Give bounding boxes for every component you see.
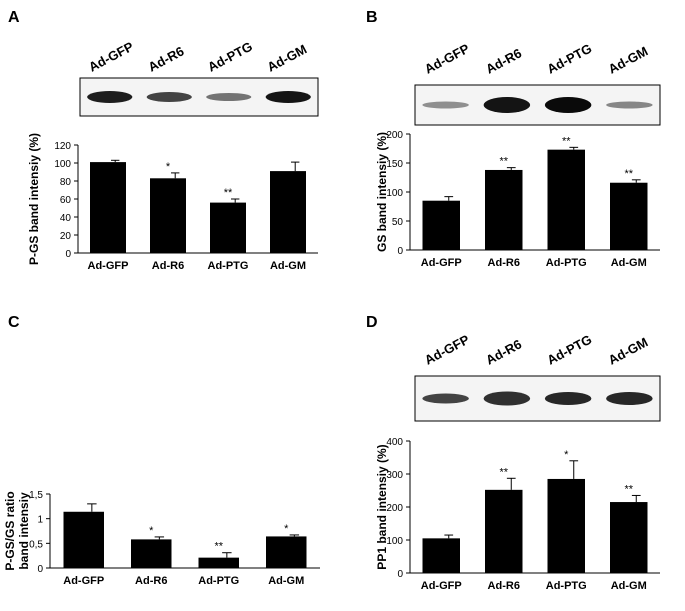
bar (610, 502, 648, 573)
bar (270, 171, 306, 253)
y-axis-label: PP1 band intensiy (%) (375, 444, 389, 569)
blot-band (483, 97, 531, 113)
significance: * (149, 525, 154, 537)
lane-label: Ad-GM (606, 43, 651, 76)
bar (422, 200, 460, 250)
x-tick-label: Ad-GM (270, 260, 306, 272)
blot-band (544, 97, 592, 113)
blot-band (146, 92, 192, 102)
panel-label: D (366, 314, 378, 331)
bar (422, 538, 460, 573)
x-tick-label: Ad-PTG (198, 575, 239, 587)
y-tick-label: 200 (386, 503, 403, 514)
x-tick-label: Ad-PTG (546, 257, 587, 269)
bar (90, 162, 126, 253)
x-tick-label: Ad-GFP (421, 257, 462, 269)
y-tick-label: 1 (37, 515, 43, 526)
bar (210, 202, 246, 253)
blot-band (606, 101, 653, 109)
bar (485, 169, 523, 250)
y-tick-label: 0 (37, 564, 43, 575)
lane-label: Ad-R6 (483, 336, 524, 367)
x-tick-label: Ad-GM (611, 580, 647, 592)
y-tick-label: 100 (386, 188, 403, 199)
y-tick-label: 0,5 (29, 539, 43, 550)
y-tick-label: 60 (60, 195, 72, 206)
lane-label: Ad-GM (265, 41, 310, 74)
x-tick-label: Ad-GM (611, 257, 647, 269)
x-tick-label: Ad-GFP (63, 575, 104, 587)
x-tick-label: Ad-GFP (88, 260, 129, 272)
y-tick-label: 20 (60, 231, 72, 242)
y-tick-label: 0 (65, 249, 71, 260)
significance: ** (624, 483, 633, 495)
significance: ** (224, 187, 233, 199)
y-tick-label: 100 (386, 536, 403, 547)
y-axis-label: P-GS band intensiy (%) (27, 133, 41, 265)
lane-label: Ad-PTG (544, 41, 594, 77)
y-tick-label: 80 (60, 177, 72, 188)
significance: ** (562, 135, 571, 147)
y-axis-label: P-GS/GS ratio (3, 491, 17, 570)
x-tick-label: Ad-GM (268, 575, 304, 587)
significance: ** (624, 168, 633, 180)
x-tick-label: Ad-PTG (208, 260, 249, 272)
panel-label: B (366, 9, 378, 26)
blot-band (265, 91, 311, 103)
y-tick-label: 200 (386, 130, 403, 141)
blot-band (422, 393, 469, 404)
blot-band (422, 101, 469, 109)
significance: * (284, 523, 289, 535)
bar (547, 149, 585, 250)
panel-label: A (8, 9, 20, 26)
bar (150, 178, 186, 253)
bar (131, 539, 172, 568)
bar (610, 182, 648, 250)
y-tick-label: 100 (54, 159, 71, 170)
significance: * (564, 449, 569, 461)
y-tick-label: 150 (386, 159, 403, 170)
y-tick-label: 300 (386, 470, 403, 481)
y-tick-label: 400 (386, 437, 403, 448)
lane-label: Ad-GM (606, 334, 651, 367)
panel-label: C (8, 314, 20, 331)
x-tick-label: Ad-PTG (546, 580, 587, 592)
x-tick-label: Ad-R6 (488, 257, 520, 269)
lane-label: Ad-R6 (483, 45, 524, 76)
x-tick-label: Ad-R6 (488, 580, 520, 592)
x-tick-label: Ad-R6 (152, 260, 184, 272)
lane-label: Ad-GFP (86, 39, 136, 75)
significance: ** (214, 541, 223, 553)
x-tick-label: Ad-R6 (135, 575, 167, 587)
blot-band (606, 392, 653, 405)
blot-band (206, 93, 252, 101)
blot-band (87, 91, 133, 103)
blot-band (544, 392, 592, 405)
y-tick-label: 120 (54, 141, 71, 152)
x-tick-label: Ad-GFP (421, 580, 462, 592)
significance: ** (499, 466, 508, 478)
lane-label: Ad-PTG (544, 332, 594, 368)
y-tick-label: 0 (397, 569, 403, 580)
bar (485, 489, 523, 573)
bar (198, 557, 239, 568)
bar (266, 536, 307, 568)
lane-label: Ad-GFP (422, 41, 472, 77)
lane-label: Ad-R6 (146, 43, 187, 74)
bar (547, 478, 585, 573)
y-tick-label: 50 (392, 217, 404, 228)
bar (63, 511, 104, 568)
y-axis-label: GS band intensiy (%) (375, 132, 389, 252)
significance: ** (499, 156, 508, 168)
blot-band (483, 391, 531, 406)
y-axis-label: band intensiy (17, 492, 31, 570)
lane-label: Ad-PTG (205, 39, 255, 75)
significance: * (166, 161, 171, 173)
y-tick-label: 1,5 (29, 490, 43, 501)
y-tick-label: 0 (397, 246, 403, 257)
lane-label: Ad-GFP (422, 332, 472, 368)
y-tick-label: 40 (60, 213, 72, 224)
